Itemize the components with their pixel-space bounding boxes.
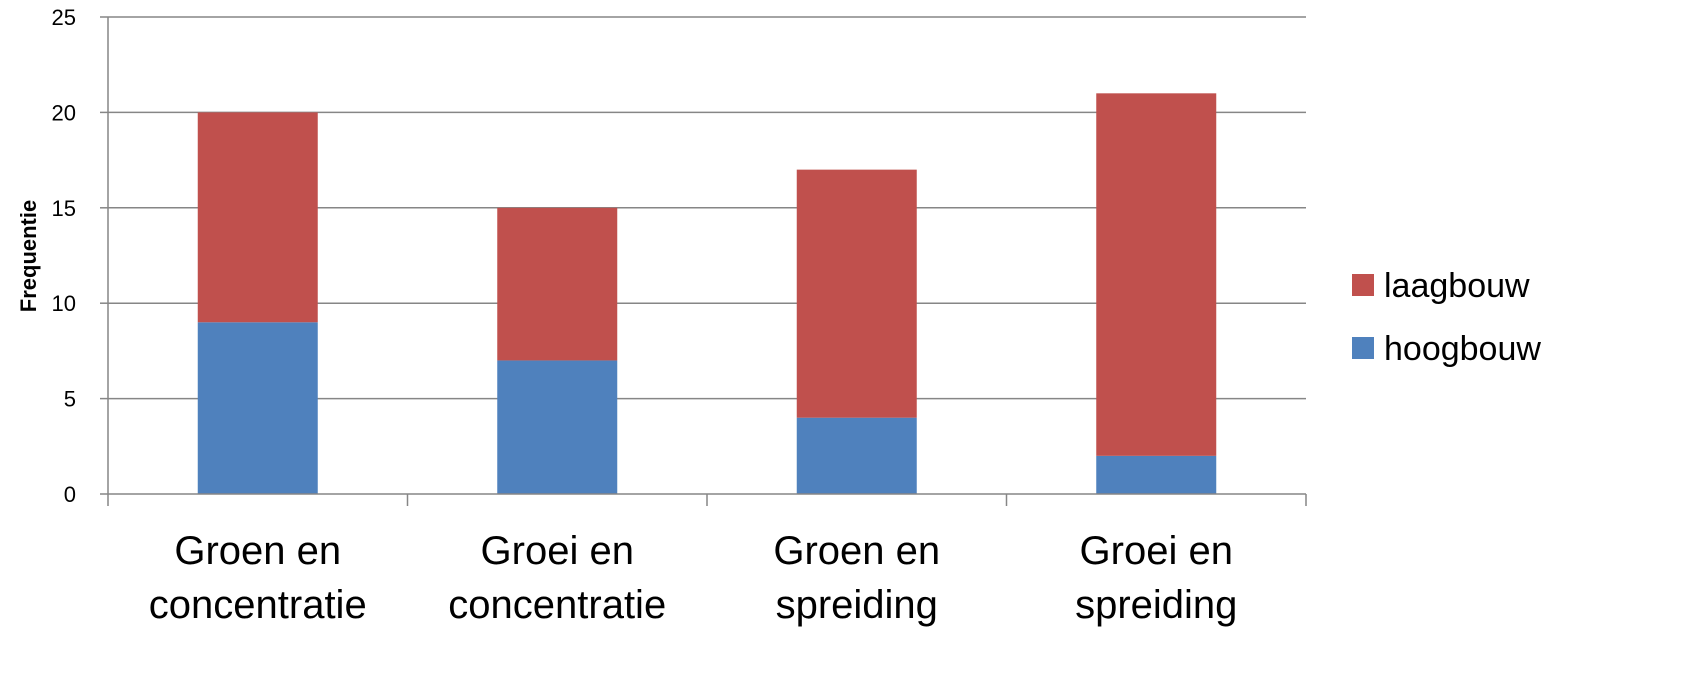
x-category-label: Groen en [174,529,341,573]
bar-laagbouw [497,207,618,361]
x-category-label: concentratie [448,583,666,627]
x-category-label: spreiding [1075,583,1237,627]
y-tick-label: 20 [52,100,76,125]
bar-laagbouw [197,112,318,323]
x-category-label: Groen en [773,529,940,573]
axes [107,17,1307,506]
x-category-labels: Groen en concentratie Groei en concentratie… [149,529,1238,627]
y-tick-labels: 0 5 10 15 20 25 [52,5,76,507]
y-tick-label: 15 [52,196,76,221]
x-category-label: Groei en [481,529,634,573]
bar-hoogbouw [197,322,318,494]
bar-hoogbouw [497,360,618,494]
legend-label-hoogbouw: hoogbouw [1384,330,1541,368]
y-tick-label: 10 [52,291,76,316]
legend-swatch-hoogbouw [1352,337,1374,359]
y-tick-label: 0 [64,482,76,507]
y-tick-label: 25 [52,5,76,30]
bar-laagbouw [1096,93,1217,456]
bar-hoogbouw [1096,455,1217,494]
x-category-label: concentratie [149,583,367,627]
legend: laagbouw hoogbouw [1352,267,1541,368]
bar-hoogbouw [796,417,917,494]
legend-swatch-laagbouw [1352,274,1374,296]
y-axis-label: Frequentie [16,200,41,312]
bar-laagbouw [796,169,917,418]
y-tick-label: 5 [64,387,76,412]
legend-label-laagbouw: laagbouw [1384,267,1530,305]
x-category-label: spreiding [776,583,938,627]
x-category-label: Groei en [1080,529,1233,573]
bars [197,93,1217,494]
